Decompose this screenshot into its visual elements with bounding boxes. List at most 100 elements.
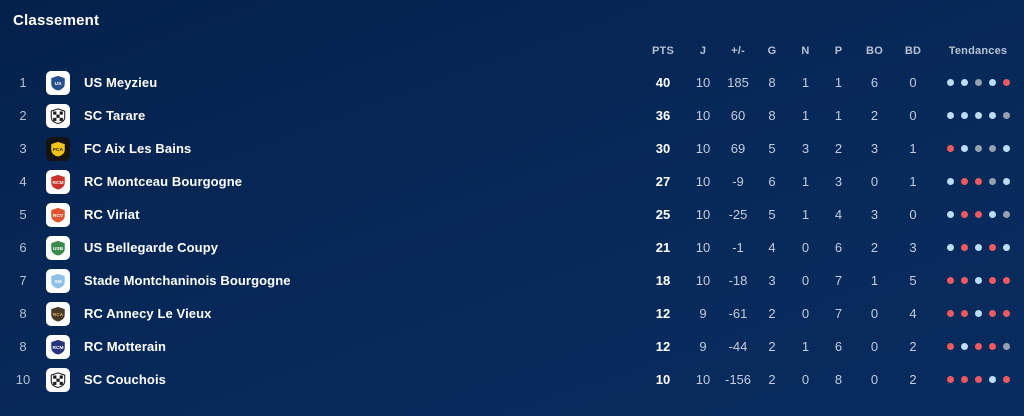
- stat-bd: 0: [909, 75, 917, 90]
- page-title: Classement: [13, 12, 100, 29]
- trend-dot-blue: [960, 79, 968, 86]
- table-row[interactable]: 2 SC Tarare 36 10 60 8 1 1 2 0: [0, 99, 1024, 132]
- team-crest-icon: RCM: [46, 169, 70, 194]
- stat-bd: 1: [909, 174, 917, 189]
- stat-n: 1: [801, 75, 810, 90]
- trend-dot-red: [1002, 277, 1010, 284]
- trend-dots: [932, 244, 1024, 251]
- stat-bd: 0: [909, 108, 917, 123]
- column-header-bo: BO: [866, 45, 883, 57]
- svg-text:USB: USB: [53, 245, 64, 251]
- stat-n: 0: [801, 372, 810, 387]
- trend-dot-red: [946, 277, 954, 284]
- rank-label: 1: [19, 75, 27, 90]
- trend-dots: [932, 112, 1024, 119]
- stat-g: 4: [768, 240, 776, 255]
- table-row[interactable]: 1 US US Meyzieu 40 10 185 8 1 1 6 0: [0, 66, 1024, 99]
- table-row[interactable]: 3 FCA FC Aix Les Bains 30 10 69 5 3 2 3 1: [0, 132, 1024, 165]
- trend-dot-blue: [974, 310, 982, 317]
- stat-n: 1: [801, 108, 810, 123]
- team-crest-icon: RCA: [46, 301, 70, 326]
- table-row[interactable]: 7 SM Stade Montchaninois Bourgogne 18 10 -18 3…: [0, 264, 1024, 297]
- trend-dot-blue: [988, 79, 996, 86]
- rank-label: 8: [19, 339, 27, 354]
- trend-dot-red: [1002, 376, 1010, 383]
- stat-n: 0: [801, 240, 810, 255]
- stat-pts: 25: [655, 207, 671, 222]
- stat-j: 10: [695, 207, 711, 222]
- stat-bo: 3: [870, 207, 879, 222]
- stat-diff: 69: [730, 141, 746, 156]
- team-crest-icon: FCA: [46, 136, 70, 161]
- trend-dot-gray: [1002, 343, 1010, 350]
- stat-pts: 18: [655, 273, 671, 288]
- trend-dot-blue: [946, 211, 954, 218]
- trend-dots: [932, 277, 1024, 284]
- trend-dot-red: [946, 343, 954, 350]
- trend-dot-red: [1002, 310, 1010, 317]
- trend-dot-blue: [946, 112, 954, 119]
- svg-text:FCA: FCA: [53, 146, 63, 152]
- trend-dot-blue: [974, 112, 982, 119]
- trend-dot-red: [960, 310, 968, 317]
- stat-p: 1: [834, 108, 843, 123]
- stat-g: 2: [768, 306, 776, 321]
- stat-g: 3: [768, 273, 776, 288]
- team-name: RC Annecy Le Vieux: [84, 306, 212, 321]
- trend-dots: [932, 310, 1024, 317]
- table-row[interactable]: 8 RCM RC Motterain 12 9 -44 2 1 6 0 2: [0, 330, 1024, 363]
- stat-pts: 30: [655, 141, 671, 156]
- stat-diff: 185: [727, 75, 749, 90]
- stat-g: 8: [768, 75, 776, 90]
- table-row[interactable]: 6 USB US Bellegarde Coupy 21 10 -1 4 0 6 2 3: [0, 231, 1024, 264]
- stat-bo: 1: [870, 273, 879, 288]
- rank-label: 8: [19, 306, 27, 321]
- table-row[interactable]: 4 RCM RC Montceau Bourgogne 27 10 -9 6 1 3 0 1: [0, 165, 1024, 198]
- trend-dot-red: [960, 376, 968, 383]
- stat-bd: 4: [909, 306, 917, 321]
- stat-j: 10: [695, 174, 711, 189]
- stat-n: 1: [801, 207, 810, 222]
- trend-dot-blue: [974, 244, 982, 251]
- trend-dot-red: [974, 211, 982, 218]
- table-row[interactable]: 5 RCV RC Viriat 25 10 -25 5 1 4 3 0: [0, 198, 1024, 231]
- trend-dot-red: [946, 376, 954, 383]
- column-header-n: N: [801, 45, 810, 57]
- table-row[interactable]: 10 SC Couchois 10 10 -156 2 0 8 0 2: [0, 363, 1024, 396]
- stat-g: 5: [768, 141, 776, 156]
- stat-diff: 60: [730, 108, 746, 123]
- stat-p: 6: [834, 240, 843, 255]
- stat-j: 9: [699, 339, 707, 354]
- team-crest-icon: RCV: [46, 202, 70, 227]
- team-name: US Meyzieu: [84, 75, 158, 90]
- stat-bo: 3: [870, 141, 879, 156]
- svg-text:RCM: RCM: [52, 344, 63, 350]
- stat-n: 0: [801, 306, 810, 321]
- column-header-trend: Tendances: [948, 45, 1008, 57]
- svg-text:US: US: [55, 80, 63, 86]
- trend-dot-blue: [1002, 244, 1010, 251]
- stat-bd: 0: [909, 207, 917, 222]
- trend-dot-blue: [974, 277, 982, 284]
- stat-pts: 12: [655, 339, 671, 354]
- trend-dot-gray: [1002, 211, 1010, 218]
- trend-dot-blue: [946, 79, 954, 86]
- rank-label: 7: [19, 273, 27, 288]
- trend-dot-gray: [988, 145, 996, 152]
- rank-label: 5: [19, 207, 27, 222]
- trend-dots: [932, 145, 1024, 152]
- stat-bo: 0: [870, 174, 879, 189]
- trend-dot-gray: [1002, 112, 1010, 119]
- stat-bo: 6: [870, 75, 879, 90]
- stat-bd: 5: [909, 273, 917, 288]
- trend-dot-gray: [974, 145, 982, 152]
- rank-label: 2: [19, 108, 27, 123]
- stat-p: 6: [834, 339, 843, 354]
- stat-pts: 27: [655, 174, 671, 189]
- table-row[interactable]: 8 RCA RC Annecy Le Vieux 12 9 -61 2 0 7 0 4: [0, 297, 1024, 330]
- team-name: RC Viriat: [84, 207, 140, 222]
- stat-j: 10: [695, 240, 711, 255]
- trend-dot-blue: [946, 244, 954, 251]
- trend-dots: [932, 79, 1024, 86]
- trend-dot-red: [1002, 79, 1010, 86]
